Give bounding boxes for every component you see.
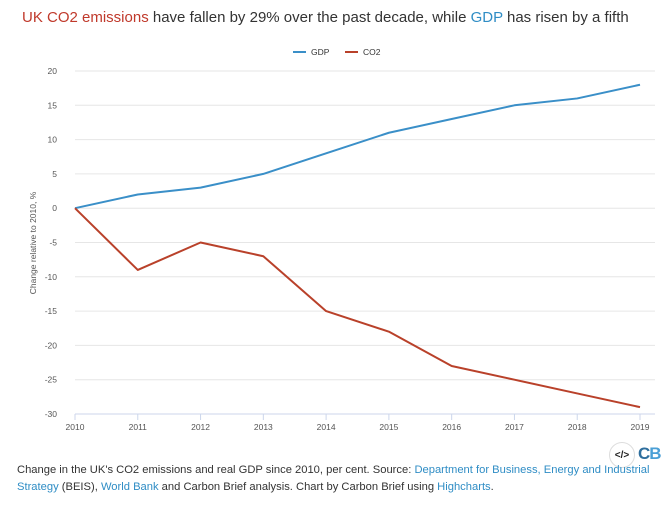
x-tick-label: 2016 [442,422,461,432]
legend-label-co2: CO2 [363,47,381,57]
x-tick-label: 2018 [568,422,587,432]
y-tick-label: 0 [52,203,57,213]
x-tick-label: 2019 [631,422,650,432]
caption-text: (BEIS), [58,481,101,493]
y-tick-label: -30 [45,409,58,419]
caption-text: Change in the UK's CO2 emissions and rea… [17,464,415,476]
y-tick-label: -10 [45,272,58,282]
x-tick-label: 2011 [129,422,148,432]
legend-label-gdp: GDP [311,47,330,57]
title-gdp: GDP [470,9,503,26]
y-tick-label: 5 [52,169,57,179]
logo-b: B [649,444,661,463]
y-axis-title: Change relative to 2010, % [28,191,38,294]
x-tick-label: 2014 [317,422,336,432]
y-tick-label: 20 [48,66,58,76]
x-tick-label: 2013 [254,422,273,432]
title-mid: have fallen by 29% over the past decade,… [148,9,471,26]
y-tick-label: 15 [48,100,58,110]
x-tick-label: 2015 [379,422,398,432]
x-tick-label: 2012 [191,422,210,432]
y-tick-label: -15 [45,306,58,316]
title-end: has risen by a fifth [502,9,629,26]
series-line-co2 [74,207,641,409]
y-tick-label: -5 [49,238,57,248]
x-tick-label: 2017 [505,422,524,432]
y-tick-label: 10 [48,135,58,145]
y-tick-label: -25 [45,375,58,385]
code-embed-icon[interactable]: </> [609,442,635,468]
x-tick-label: 2010 [66,422,85,432]
series-line-gdp [74,83,641,210]
beis-link[interactable]: Department for Business, Energy and Indu… [17,464,650,493]
highcharts-link[interactable]: Highcharts [437,481,491,493]
world-bank-link[interactable]: World Bank [100,481,159,493]
caption: Change in the UK's CO2 emissions and rea… [17,462,657,496]
carbon-brief-logo[interactable]: CB [638,444,662,464]
logo-c: C [638,444,650,463]
caption-text: and Carbon Brief analysis. Chart by Carb… [158,481,438,493]
caption-text: . [490,481,494,493]
y-tick-label: -20 [45,340,58,350]
title-co2: UK CO2 emissions [22,9,149,26]
chart-title: UK CO2 emissions have fallen by 29% over… [22,9,629,26]
